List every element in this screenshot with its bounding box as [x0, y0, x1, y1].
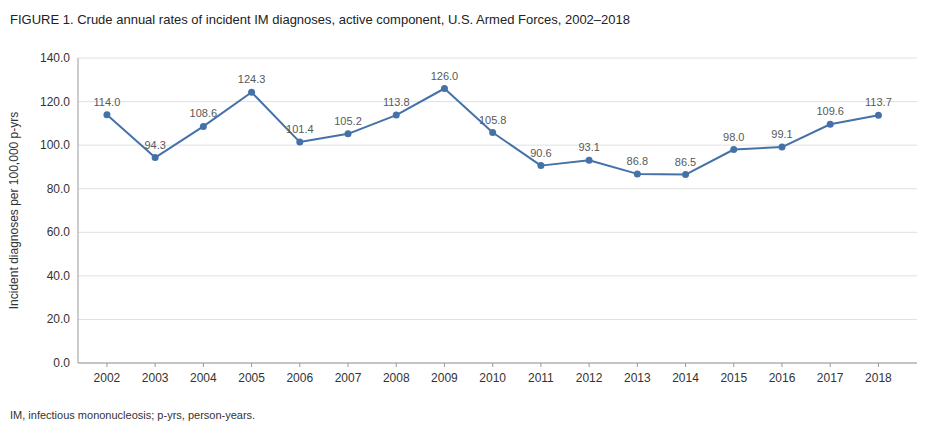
x-tick — [203, 363, 204, 367]
data-label: 101.4 — [286, 123, 314, 135]
x-tick-label: 2016 — [769, 371, 796, 385]
point — [537, 162, 544, 169]
data-label: 105.8 — [479, 114, 507, 126]
x-tick — [540, 363, 541, 367]
point — [586, 157, 593, 164]
y-tick-label: 80.0 — [47, 182, 71, 196]
y-tick-label: 60.0 — [47, 225, 71, 239]
point — [152, 154, 159, 161]
point — [103, 111, 110, 118]
x-tick — [251, 363, 252, 367]
x-tick — [155, 363, 156, 367]
point — [730, 146, 737, 153]
x-tick-label: 2010 — [479, 371, 506, 385]
grid-line — [78, 101, 917, 102]
grid-line — [78, 363, 917, 364]
x-tick — [589, 363, 590, 367]
y-tick-label: 140.0 — [40, 51, 70, 65]
x-tick-label: 2005 — [238, 371, 265, 385]
data-label: 114.0 — [94, 96, 121, 108]
x-tick-label: 2013 — [624, 371, 651, 385]
y-tick-label: 120.0 — [40, 95, 70, 109]
data-label: 98.0 — [723, 131, 744, 143]
x-tick — [348, 363, 349, 367]
point — [875, 112, 882, 119]
point — [200, 123, 207, 130]
x-tick-label: 2004 — [190, 371, 217, 385]
y-tick-label: 0.0 — [53, 356, 70, 370]
grid-line — [78, 145, 917, 146]
x-tick-label: 2014 — [672, 371, 699, 385]
y-tick-label: 40.0 — [47, 269, 71, 283]
point — [296, 139, 303, 146]
x-tick — [637, 363, 638, 367]
point — [634, 170, 641, 177]
x-tick — [781, 363, 782, 367]
point — [827, 121, 834, 128]
y-tick-label: 100.0 — [40, 138, 70, 152]
x-axis-line — [78, 363, 917, 364]
x-tick-label: 2008 — [383, 371, 410, 385]
x-tick — [444, 363, 445, 367]
point — [778, 144, 785, 151]
x-tick — [106, 363, 107, 367]
footnote: IM, infectious mononucleosis; p-yrs, per… — [10, 409, 255, 421]
x-tick — [492, 363, 493, 367]
point — [345, 130, 352, 137]
x-tick — [685, 363, 686, 367]
axes: 0.0 20.0 40.0 60.0 80.0 100.0 120.0 140.0 2002 20… — [40, 51, 917, 385]
x-tick — [299, 363, 300, 367]
x-tick-label: 2018 — [865, 371, 892, 385]
grid-line — [78, 275, 917, 276]
data-label: 99.1 — [771, 128, 792, 140]
data-label: 105.2 — [334, 115, 362, 127]
x-tick — [878, 363, 879, 367]
data-label: 108.6 — [190, 107, 218, 119]
point — [489, 129, 496, 136]
x-tick-label: 2017 — [817, 371, 844, 385]
y-axis-label: Incident diagnoses per 100,000 p-yrs — [7, 112, 21, 309]
x-tick-label: 2002 — [94, 371, 121, 385]
plot-area — [103, 85, 881, 178]
data-label: 94.3 — [144, 139, 165, 151]
x-tick — [830, 363, 831, 367]
x-tick-label: 2012 — [576, 371, 603, 385]
x-tick-label: 2007 — [335, 371, 362, 385]
y-axis-line — [78, 58, 79, 363]
grid-line — [78, 319, 917, 320]
grid-line — [78, 58, 917, 59]
grid-line — [78, 188, 917, 189]
data-label: 113.8 — [383, 96, 410, 108]
data-labels: 114.0 94.3 108.6 124.3 101.4 105.2 113.8 126.0 1… — [94, 70, 892, 168]
data-label: 113.7 — [865, 96, 892, 108]
x-tick-label: 2011 — [528, 371, 554, 385]
data-label: 86.8 — [627, 155, 648, 167]
x-tick — [733, 363, 734, 367]
data-label: 93.1 — [578, 141, 599, 153]
title: FIGURE 1. Crude annual rates of incident… — [10, 12, 630, 27]
point — [393, 112, 400, 119]
point — [441, 85, 448, 92]
x-tick — [396, 363, 397, 367]
point — [682, 171, 689, 178]
point — [248, 89, 255, 96]
x-tick-label: 2009 — [431, 371, 458, 385]
data-label: 126.0 — [431, 70, 459, 82]
grid-line — [78, 232, 917, 233]
x-tick-label: 2015 — [720, 371, 747, 385]
chart: FIGURE 1. Crude annual rates of incident… — [0, 0, 939, 429]
y-tick-label: 20.0 — [47, 312, 71, 326]
data-label: 124.3 — [238, 73, 266, 85]
x-tick-label: 2003 — [142, 371, 169, 385]
x-tick-label: 2006 — [286, 371, 313, 385]
data-label: 90.6 — [530, 147, 551, 159]
data-label: 86.5 — [675, 156, 696, 168]
series-line — [107, 89, 878, 175]
data-label: 109.6 — [816, 105, 844, 117]
